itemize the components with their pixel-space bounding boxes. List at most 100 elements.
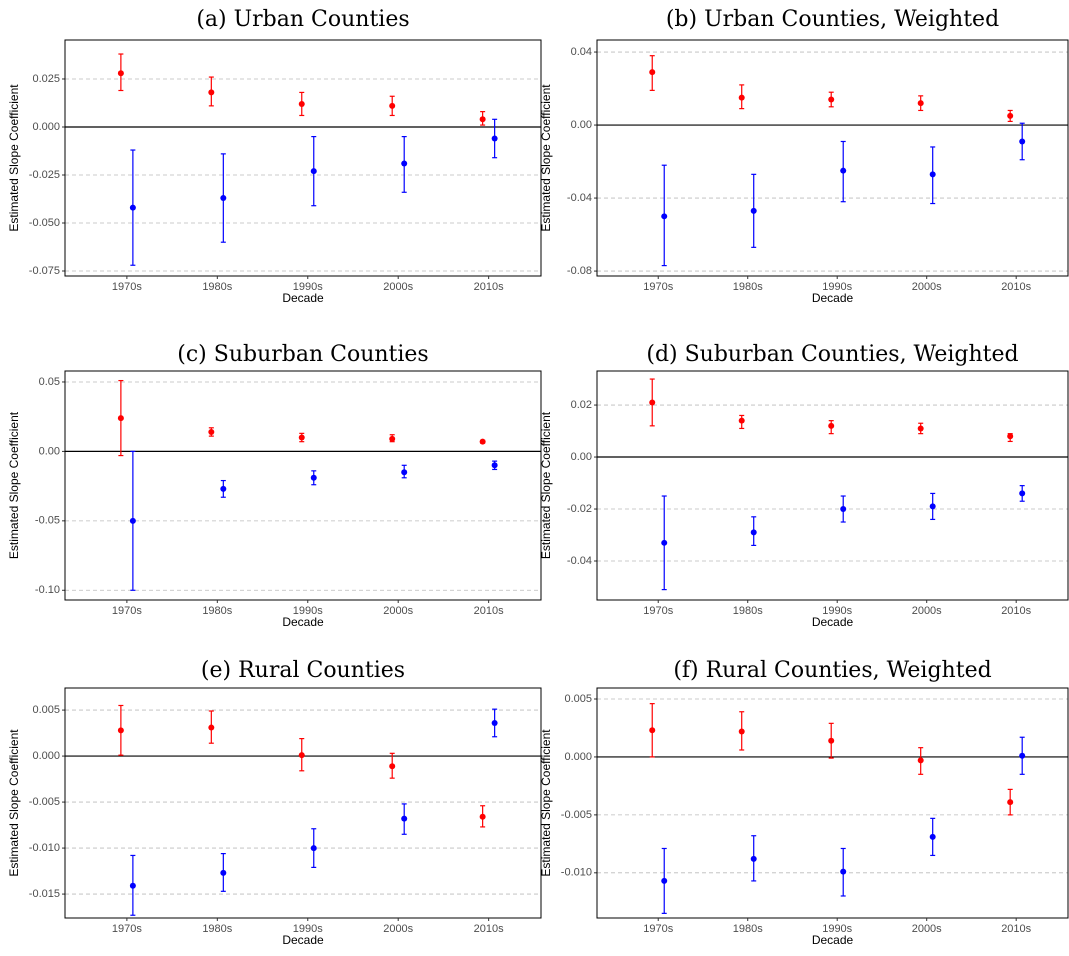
point bbox=[208, 428, 215, 435]
panel-title: (a) Urban Counties bbox=[196, 7, 409, 32]
x-tick-label: 2010s bbox=[1001, 605, 1031, 617]
panel-title: (e) Rural Counties bbox=[201, 658, 405, 683]
point bbox=[401, 160, 408, 167]
panel: (a) Urban Counties 0.025 0.000 -0.025 -0.050… bbox=[7, 7, 542, 305]
point bbox=[840, 868, 847, 875]
point bbox=[649, 399, 656, 406]
point bbox=[840, 167, 847, 174]
point bbox=[208, 89, 215, 96]
point bbox=[220, 485, 227, 492]
x-tick-label: 1990s bbox=[293, 923, 323, 935]
panel: (f) Rural Counties, Weighted 0.005 0.000 -0… bbox=[539, 658, 1069, 947]
y-axis-title: Estimated Slope Coefficient bbox=[539, 411, 553, 559]
plot-frame bbox=[596, 370, 1069, 601]
plot-frame bbox=[64, 687, 542, 919]
point bbox=[129, 882, 136, 889]
x-axis-title: Decade bbox=[282, 291, 324, 305]
point bbox=[389, 763, 396, 770]
y-tick-label: 0.04 bbox=[571, 46, 592, 58]
y-tick-label: 0.000 bbox=[32, 121, 60, 133]
point bbox=[661, 877, 668, 884]
y-tick-label: -0.050 bbox=[29, 217, 60, 229]
point bbox=[208, 724, 215, 731]
point bbox=[401, 815, 408, 822]
x-tick-label: 1980s bbox=[202, 923, 232, 935]
y-tick-label: -0.005 bbox=[561, 809, 592, 821]
plot-frame bbox=[64, 39, 542, 277]
point bbox=[828, 737, 835, 744]
point bbox=[1019, 752, 1026, 759]
point bbox=[661, 539, 668, 546]
point bbox=[649, 69, 656, 76]
point bbox=[750, 855, 757, 862]
point bbox=[298, 434, 305, 441]
point bbox=[491, 135, 498, 142]
y-tick-label: 0.00 bbox=[39, 445, 60, 457]
panel: (b) Urban Counties, Weighted 0.04 0.00 -0.0… bbox=[539, 7, 1069, 305]
y-tick-label: -0.010 bbox=[29, 842, 60, 854]
point bbox=[310, 168, 317, 175]
x-tick-label: 2000s bbox=[912, 281, 942, 293]
y-tick-label: 0.005 bbox=[564, 693, 592, 705]
x-tick-label: 1980s bbox=[733, 281, 763, 293]
point bbox=[117, 727, 124, 734]
point bbox=[479, 116, 486, 123]
y-tick-label: 0.02 bbox=[571, 399, 592, 411]
point bbox=[750, 207, 757, 214]
point bbox=[1007, 799, 1014, 806]
point bbox=[917, 757, 924, 764]
y-axis-title: Estimated Slope Coefficient bbox=[7, 84, 21, 232]
y-tick-label: -0.05 bbox=[35, 515, 60, 527]
point bbox=[491, 462, 498, 469]
point bbox=[738, 94, 745, 101]
x-tick-label: 1980s bbox=[202, 281, 232, 293]
x-axis-title: Decade bbox=[282, 615, 324, 629]
point bbox=[479, 438, 486, 445]
x-tick-label: 2010s bbox=[474, 605, 504, 617]
point bbox=[298, 100, 305, 107]
panel: (c) Suburban Counties 0.05 0.00 -0.05 -0.10 1… bbox=[7, 342, 542, 629]
y-tick-label: -0.010 bbox=[561, 867, 592, 879]
x-tick-label: 2010s bbox=[1001, 923, 1031, 935]
y-axis-title: Estimated Slope Coefficient bbox=[539, 729, 553, 877]
point bbox=[840, 506, 847, 513]
point bbox=[310, 845, 317, 852]
point bbox=[917, 100, 924, 107]
panel: (e) Rural Counties 0.005 0.000 -0.005 -0.010… bbox=[7, 658, 542, 947]
x-axis-title: Decade bbox=[812, 615, 854, 629]
y-axis-title: Estimated Slope Coefficient bbox=[7, 411, 21, 559]
point bbox=[929, 503, 936, 510]
x-tick-label: 1980s bbox=[202, 605, 232, 617]
x-tick-label: 1990s bbox=[822, 281, 852, 293]
x-axis-title: Decade bbox=[812, 291, 854, 305]
y-tick-label: 0.000 bbox=[32, 750, 60, 762]
x-tick-label: 2000s bbox=[383, 281, 413, 293]
point bbox=[129, 204, 136, 211]
point bbox=[491, 719, 498, 726]
y-tick-label: -0.015 bbox=[29, 888, 60, 900]
y-tick-label: -0.04 bbox=[567, 555, 592, 567]
point bbox=[738, 728, 745, 735]
point bbox=[917, 425, 924, 432]
x-tick-label: 1970s bbox=[112, 605, 142, 617]
x-tick-label: 2000s bbox=[383, 605, 413, 617]
x-axis-title: Decade bbox=[282, 933, 324, 947]
x-tick-label: 2010s bbox=[474, 281, 504, 293]
x-tick-label: 2000s bbox=[383, 923, 413, 935]
x-tick-label: 1970s bbox=[112, 923, 142, 935]
panel-title: (c) Suburban Counties bbox=[177, 342, 428, 367]
point bbox=[479, 813, 486, 820]
plot-frame bbox=[64, 370, 542, 601]
x-tick-label: 1970s bbox=[643, 605, 673, 617]
x-tick-label: 1990s bbox=[822, 923, 852, 935]
y-tick-label: 0.000 bbox=[564, 751, 592, 763]
point bbox=[401, 469, 408, 476]
x-tick-label: 1990s bbox=[293, 605, 323, 617]
panel-title: (d) Suburban Counties, Weighted bbox=[646, 342, 1018, 367]
point bbox=[220, 195, 227, 202]
y-tick-label: -0.075 bbox=[29, 265, 60, 277]
point bbox=[1007, 433, 1014, 440]
y-axis-title: Estimated Slope Coefficient bbox=[7, 729, 21, 877]
plot-frame bbox=[596, 687, 1069, 919]
